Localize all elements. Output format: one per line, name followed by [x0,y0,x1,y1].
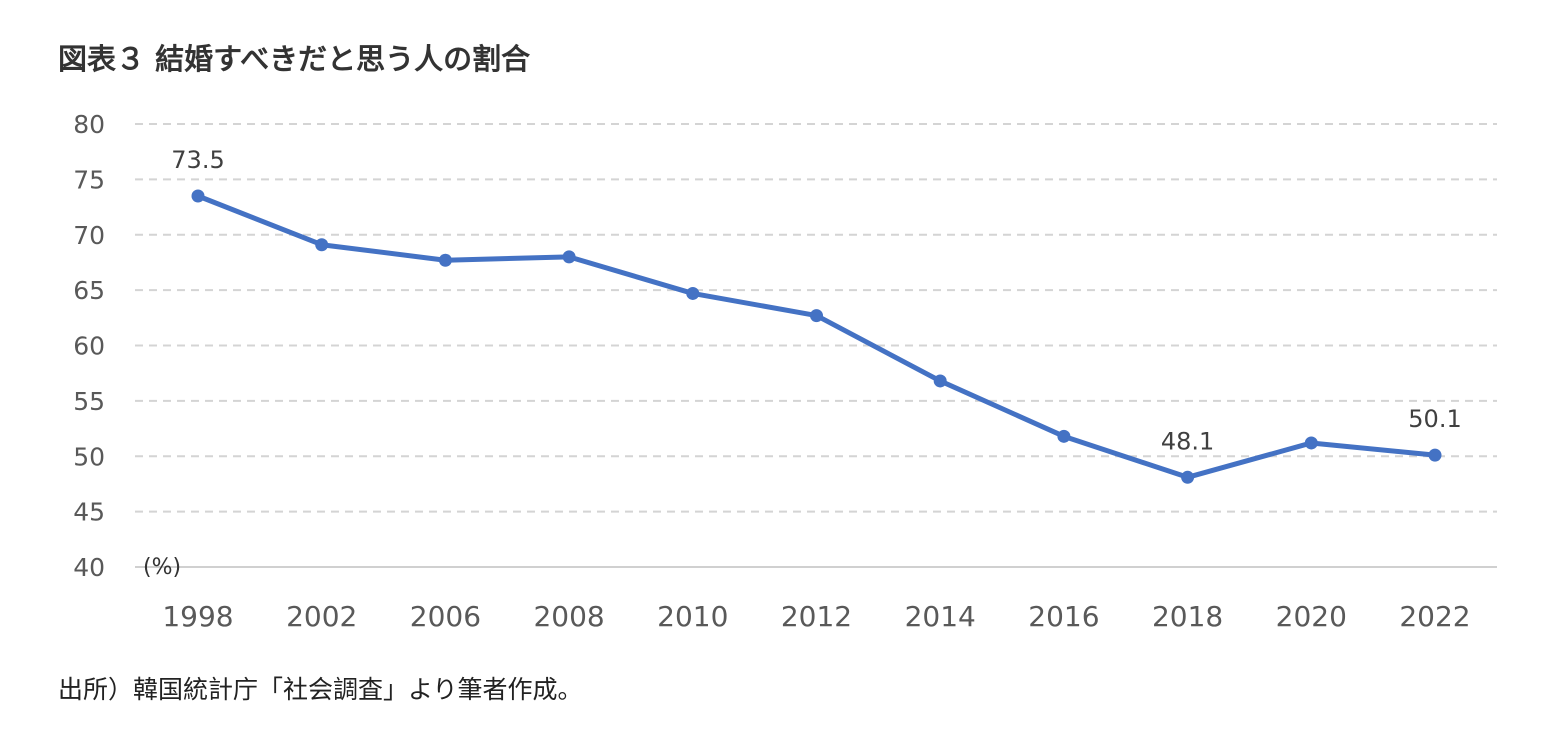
y-tick-label: 75 [73,165,105,194]
y-tick-label: 60 [73,332,105,361]
data-point [1057,429,1071,443]
y-tick-label: 40 [73,553,105,582]
data-point [562,250,576,264]
data-point [686,286,700,300]
data-label: 73.5 [171,146,224,174]
data-point [1304,436,1318,450]
data-point [810,309,823,323]
x-tick-label: 1998 [162,600,233,633]
chart-title: 図表３ 結婚すべきだと思う人の割合 [58,42,531,76]
data-label: 48.1 [1161,427,1214,455]
data-point [191,189,205,203]
x-tick-label: 2014 [905,600,976,633]
data-point [1181,470,1195,484]
y-axis-ticks: 40 45 50 55 60 65 70 75 80 [73,110,105,582]
source-note: 出所）韓国統計庁「社会調査」より筆者作成。 [58,675,583,704]
series-line [195,193,1438,480]
data-label: 50.1 [1408,405,1461,433]
x-tick-label: 2018 [1152,600,1223,633]
series-layer [191,189,1442,484]
data-point [1428,448,1442,462]
x-tick-label: 2016 [1028,600,1099,633]
x-tick-label: 2010 [657,600,728,633]
x-axis-ticks: 1998 2002 2006 2008 2010 2012 2014 2016 2018 2020… [162,600,1470,633]
x-tick-label: 2022 [1399,600,1470,633]
y-tick-label: 65 [73,276,105,305]
y-tick-label: 80 [73,110,105,139]
x-tick-label: 2006 [410,600,481,633]
y-tick-label: 50 [73,442,105,471]
x-tick-label: 2008 [533,600,604,633]
data-point [438,253,452,267]
data-point [933,374,947,388]
x-tick-label: 2012 [781,600,852,633]
y-tick-label: 55 [73,387,105,416]
data-labels: 73.5 48.1 50.1 [171,146,1461,455]
y-tick-label: 70 [73,221,105,250]
data-point [315,238,329,252]
y-unit-label: (%) [143,555,181,580]
x-tick-label: 2020 [1276,600,1347,633]
x-tick-label: 2002 [286,600,357,633]
y-tick-label: 45 [73,498,105,527]
